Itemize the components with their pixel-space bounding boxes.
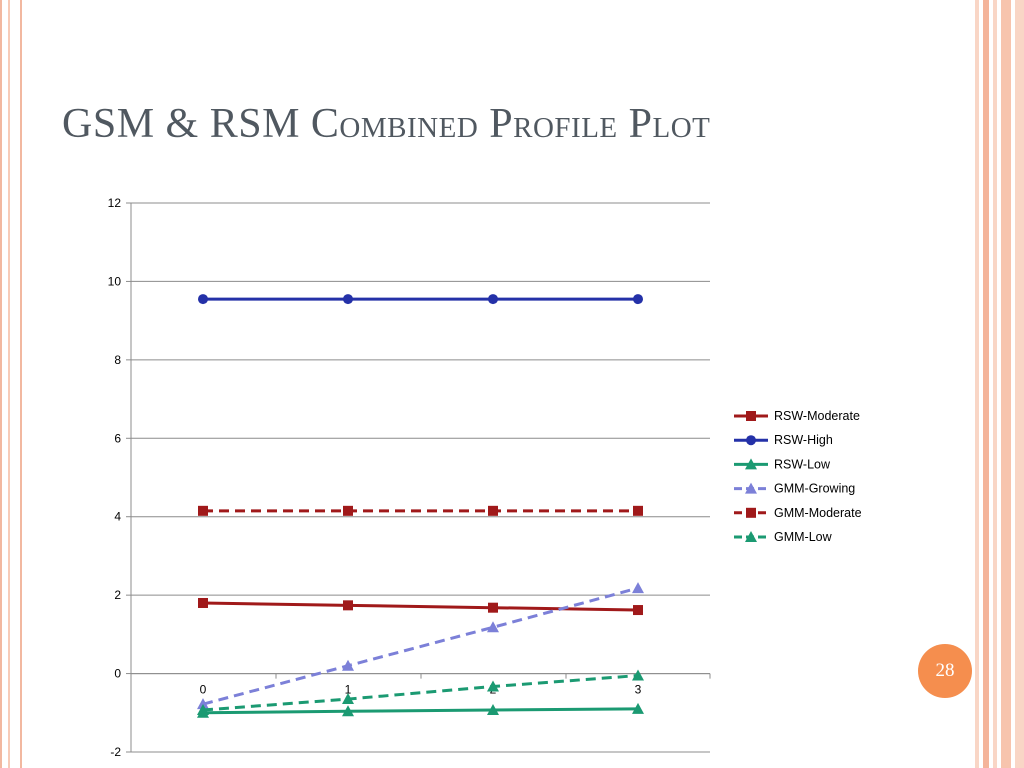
data-point-rsw-low — [342, 705, 354, 717]
left-decorative-border — [0, 0, 22, 768]
data-point-rsw-high — [633, 294, 643, 305]
y-tick-label: -2 — [110, 745, 121, 759]
data-point-rsw-high — [343, 294, 353, 305]
data-point-rsw-moderate — [198, 597, 208, 608]
data-point-gmm-low — [197, 704, 209, 716]
data-point-gmm-moderate — [343, 505, 353, 516]
right-decorative-bars — [975, 0, 1024, 768]
data-point-gmm-low — [632, 669, 644, 681]
data-point-gmm-moderate — [633, 505, 643, 516]
series-line-rsw-moderate — [202, 601, 639, 612]
legend-label-gmm-moderate: GMM-Moderate — [774, 506, 862, 520]
data-point-gmm-growing — [342, 659, 354, 671]
y-tick-label: 4 — [114, 510, 121, 524]
y-tick-label: 8 — [114, 353, 121, 367]
series-line-gmm-growing — [202, 586, 639, 706]
data-point-rsw-low — [487, 704, 499, 716]
data-point-gmm-low — [487, 680, 499, 692]
legend-marker-rsw-high — [746, 435, 756, 446]
legend-label-rsw-high: RSW-High — [774, 433, 833, 447]
legend-marker-gmm-moderate — [746, 507, 756, 518]
legend-marker-gmm-low — [745, 531, 757, 542]
data-point-gmm-moderate — [198, 505, 208, 516]
right-bar — [983, 0, 989, 768]
data-point-gmm-growing — [632, 582, 644, 594]
right-bar — [975, 0, 979, 768]
data-point-gmm-low — [342, 693, 354, 705]
data-point-rsw-low — [632, 702, 644, 714]
data-point-gmm-growing — [487, 621, 499, 633]
x-tick-label: 0 — [200, 683, 207, 697]
y-tick-label: 10 — [108, 274, 122, 288]
series-line-gmm-low — [202, 674, 639, 712]
data-point-gmm-moderate — [488, 505, 498, 516]
legend-label-rsw-moderate: RSW-Moderate — [774, 409, 860, 423]
right-bar — [1001, 0, 1011, 768]
y-tick-label: 2 — [114, 588, 121, 602]
page-number-badge: 28 — [918, 644, 972, 698]
y-tick-label: 6 — [114, 431, 121, 445]
legend-label-rsw-low: RSW-Low — [774, 457, 831, 471]
data-point-rsw-high — [198, 294, 208, 305]
data-point-rsw-moderate — [633, 605, 643, 616]
y-tick-label: 12 — [108, 196, 122, 210]
legend-marker-rsw-moderate — [746, 411, 756, 421]
series-line-rsw-low — [202, 707, 639, 715]
legend-marker-gmm-growing — [745, 482, 757, 494]
data-point-rsw-moderate — [343, 600, 353, 611]
data-point-rsw-moderate — [488, 602, 498, 613]
legend-label-gmm-growing: GMM-Growing — [774, 482, 855, 496]
data-point-rsw-high — [488, 294, 498, 305]
y-tick-label: 0 — [114, 667, 121, 681]
slide-title: GSM & RSM Combined Profile Plot — [62, 101, 711, 147]
legend-label-gmm-low: GMM-Low — [774, 530, 833, 544]
legend-marker-rsw-low — [745, 458, 757, 470]
right-bar — [1015, 0, 1024, 768]
left-border-line — [8, 0, 10, 768]
right-bar — [993, 0, 997, 768]
x-tick-label: 1 — [345, 683, 352, 697]
x-tick-label: 3 — [635, 683, 642, 697]
data-point-gmm-growing — [197, 698, 209, 710]
